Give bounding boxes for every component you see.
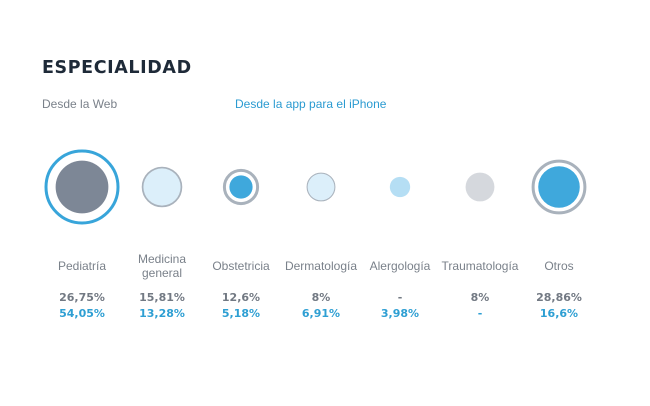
value-web: - (397, 291, 403, 304)
value-app: - (477, 307, 483, 320)
legend-web: Desde la Web (42, 97, 118, 111)
category-label: Dermatología (284, 259, 358, 273)
bubble-app (389, 176, 411, 198)
value-web: 28,86% (536, 291, 582, 304)
value-web: 15,81% (139, 291, 185, 304)
bubble-web-ring (222, 168, 260, 206)
bubble-web-ring (531, 159, 587, 215)
category-label: Alergología (369, 259, 431, 273)
bubble-app (307, 173, 335, 201)
category-label: Otros (544, 259, 574, 273)
value-web: 12,6% (221, 291, 261, 304)
value-web: 26,75% (59, 291, 105, 304)
value-web: 8% (470, 291, 490, 304)
bubble-app-ring (44, 149, 120, 225)
bubble-app (143, 168, 181, 206)
bubble-web (465, 172, 495, 202)
value-app: 3,98% (380, 307, 420, 320)
bubble-web (55, 160, 109, 214)
legend-app: Desde la app para el iPhone (235, 97, 387, 111)
value-web: 8% (311, 291, 331, 304)
value-app: 13,28% (139, 307, 185, 320)
bubble-app (229, 175, 253, 199)
chart-title: ESPECIALIDAD (42, 58, 192, 78)
value-app: 5,18% (221, 307, 261, 320)
category-label: Obstetricia (212, 259, 270, 273)
category-label: Medicina general (137, 252, 187, 280)
category-label: Pediatría (57, 259, 107, 273)
value-app: 54,05% (59, 307, 105, 320)
value-app: 16,6% (539, 307, 579, 320)
bubble-web-ring (141, 166, 183, 208)
value-app: 6,91% (301, 307, 341, 320)
bubble-app (538, 166, 580, 208)
category-label: Traumatología (441, 259, 519, 273)
